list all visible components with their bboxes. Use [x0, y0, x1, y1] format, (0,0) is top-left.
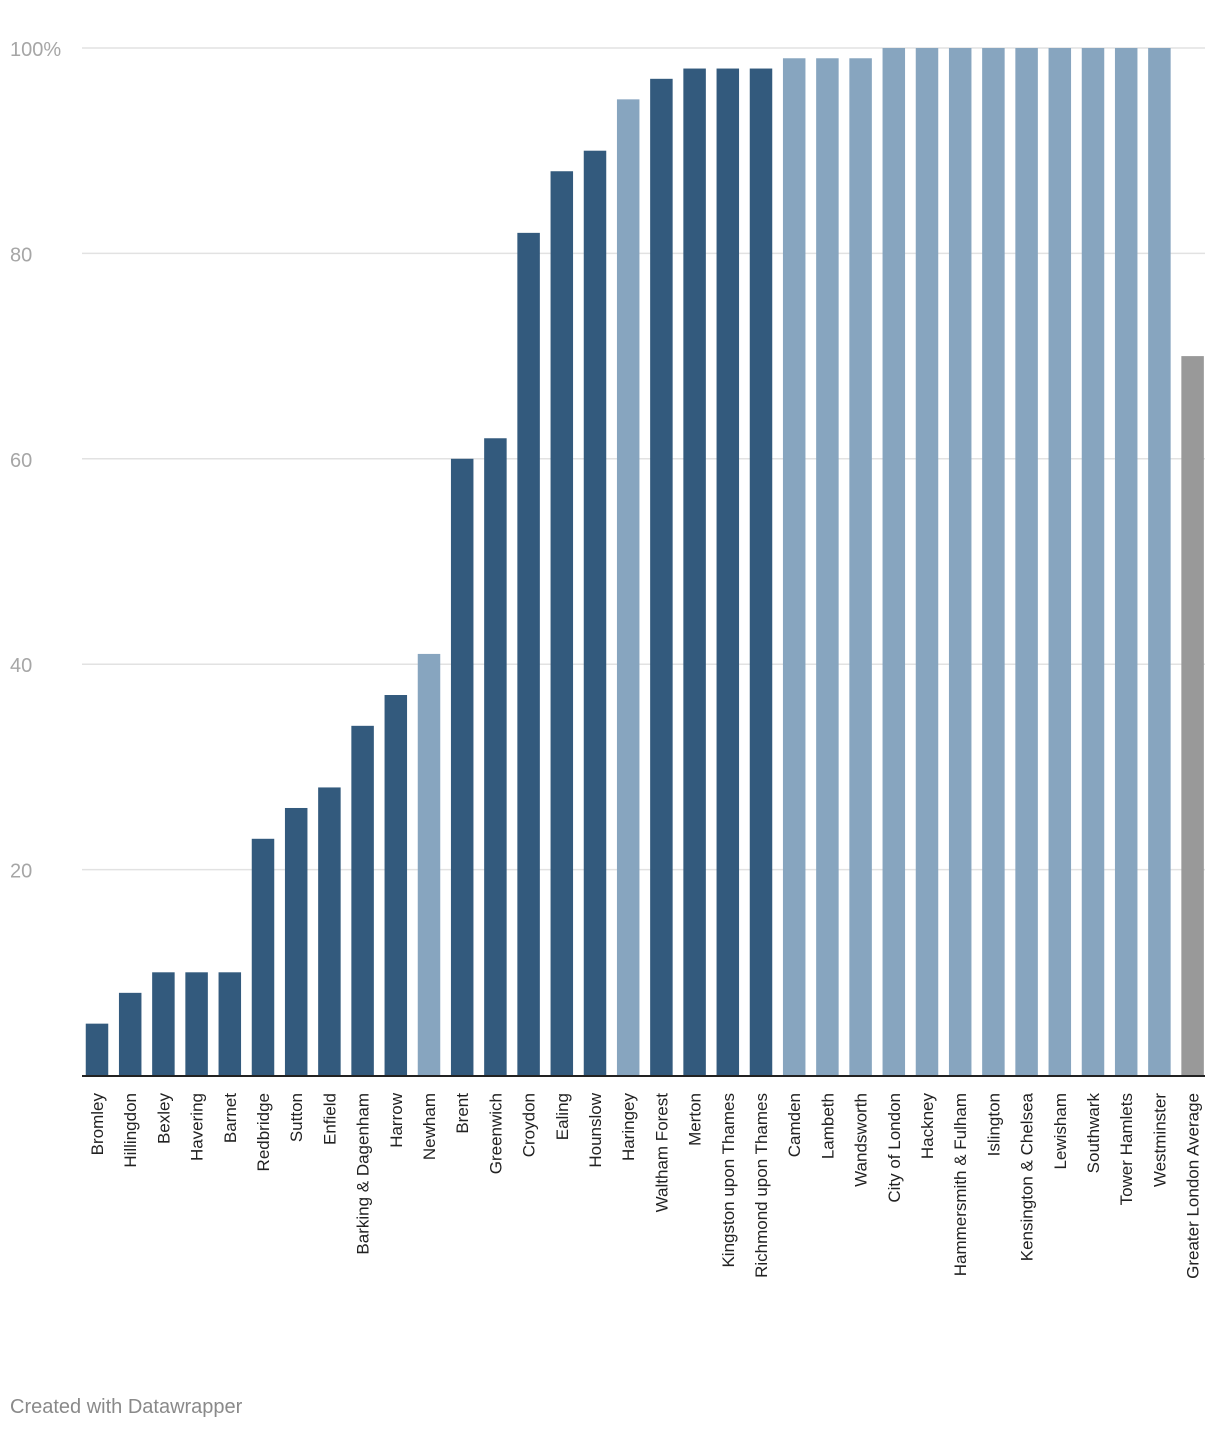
bar	[782, 58, 806, 1075]
category-label: Waltham Forest	[652, 1093, 671, 1213]
bar	[118, 992, 142, 1075]
bar	[915, 48, 939, 1075]
bar	[583, 150, 607, 1075]
y-tick-label: 40	[10, 655, 32, 677]
category-label: Kensington & Chelsea	[1018, 1092, 1037, 1261]
category-label: Hackney	[918, 1093, 937, 1160]
category-label: Bexley	[154, 1093, 173, 1145]
bar	[484, 438, 507, 1075]
bar	[85, 1023, 109, 1075]
category-label: Lambeth	[818, 1093, 837, 1159]
bar	[683, 68, 706, 1076]
category-label: Newham	[420, 1093, 439, 1160]
category-label: Wandsworth	[852, 1093, 871, 1187]
category-label: Sutton	[287, 1093, 306, 1142]
category-label: Haringey	[619, 1093, 638, 1162]
category-label: Barnet	[221, 1093, 240, 1143]
category-label: Islington	[984, 1093, 1003, 1156]
category-label: Tower Hamlets	[1117, 1093, 1136, 1205]
category-label: Hillingdon	[121, 1093, 140, 1168]
category-label: Ealing	[553, 1093, 572, 1140]
datawrapper-credit: Created with Datawrapper	[10, 1396, 243, 1418]
bar	[616, 99, 640, 1076]
y-tick-label: 100%	[10, 39, 61, 61]
chart-svg: 20 40 60 80 100% Bromley Hillingdon Bexley Have…	[10, 39, 1205, 1279]
category-label: Richmond upon Thames	[752, 1093, 771, 1278]
y-tick-label: 60	[10, 450, 32, 472]
bar	[1081, 48, 1105, 1075]
bar	[1181, 356, 1204, 1076]
bar	[318, 787, 341, 1075]
bar	[284, 807, 308, 1075]
bar	[716, 68, 740, 1076]
y-tick-label: 80	[10, 244, 32, 266]
bar	[550, 171, 574, 1076]
category-label: Kingston upon Thames	[719, 1093, 738, 1268]
category-label: Bromley	[88, 1093, 107, 1156]
category-label: Croydon	[520, 1093, 539, 1157]
bar	[982, 48, 1005, 1075]
bar-chart: 20 40 60 80 100% Bromley Hillingdon Bexley Have…	[10, 39, 1205, 1279]
bar	[849, 58, 872, 1075]
category-label: Harrow	[387, 1092, 406, 1148]
category-label: Greater London Average	[1184, 1093, 1203, 1279]
category-label: Hounslow	[586, 1092, 605, 1167]
category-label: Enfield	[320, 1093, 339, 1145]
category-label: Havering	[188, 1093, 207, 1161]
category-label: Greenwich	[486, 1093, 505, 1174]
bar	[1048, 48, 1072, 1075]
category-label: Redbridge	[254, 1093, 273, 1171]
category-labels: Bromley Hillingdon Bexley Havering Barnet Red…	[88, 1092, 1203, 1279]
bar	[749, 68, 773, 1076]
category-label: Southwark	[1084, 1093, 1103, 1174]
bar	[948, 48, 972, 1075]
category-label: Camden	[785, 1093, 804, 1157]
bar	[1114, 48, 1138, 1075]
bar	[417, 653, 441, 1075]
bar	[517, 232, 540, 1076]
bar	[384, 695, 408, 1075]
bar	[185, 972, 208, 1075]
bar	[218, 972, 242, 1075]
bar	[351, 725, 374, 1075]
bar	[816, 58, 839, 1075]
category-label: Barking & Dagenham	[354, 1093, 373, 1255]
bar	[251, 838, 275, 1075]
category-label: Brent	[453, 1093, 472, 1134]
bar	[1148, 48, 1171, 1075]
bar	[650, 78, 673, 1075]
category-label: Hammersmith & Fulham	[951, 1093, 970, 1276]
category-label: City of London	[885, 1093, 904, 1203]
category-label: Westminster	[1150, 1093, 1169, 1187]
bars	[85, 48, 1204, 1076]
category-label: Merton	[686, 1093, 705, 1146]
y-tick-label: 20	[10, 861, 32, 883]
category-label: Lewisham	[1051, 1093, 1070, 1170]
bar	[450, 458, 474, 1075]
bar	[882, 48, 906, 1075]
bar	[152, 972, 175, 1075]
bar	[1015, 48, 1038, 1075]
